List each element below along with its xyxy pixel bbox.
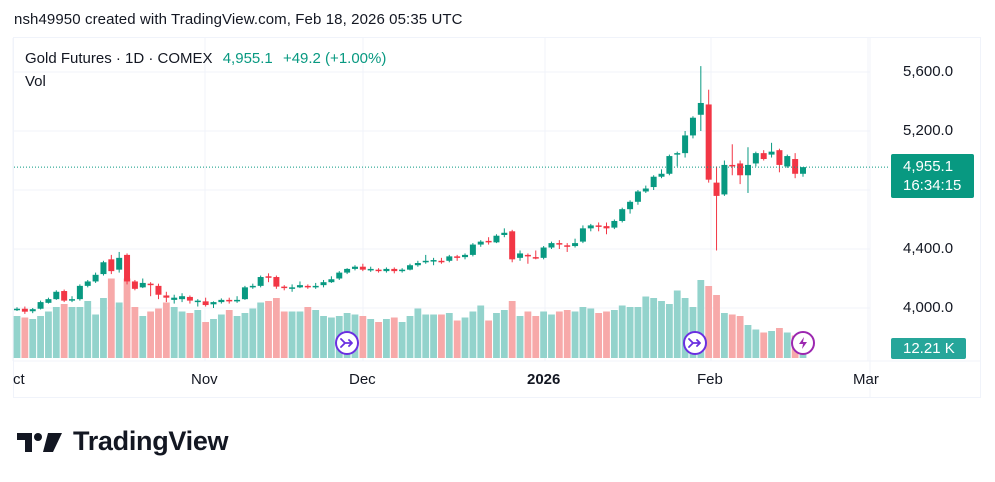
tradingview-logo[interactable]: TradingView	[17, 426, 229, 457]
last-price: 4,955.1	[222, 50, 273, 67]
merge-arrow-icon	[688, 338, 701, 348]
split-event-marker[interactable]	[335, 331, 359, 355]
merge-arrow-icon	[340, 338, 353, 348]
bar-countdown: 16:34:15	[903, 177, 962, 194]
volume-legend[interactable]: Vol	[25, 73, 46, 90]
tradingview-logo-icon	[17, 432, 62, 452]
x-tick-feb: Feb	[697, 371, 723, 388]
symbol-title: Gold Futures · 1D · COMEX	[25, 50, 213, 67]
split-event-marker-2[interactable]	[683, 331, 707, 355]
current-price-tag: 4,955.1 16:34:15	[891, 154, 974, 198]
chart-credit: nsh49950 created with TradingView.com, F…	[14, 11, 463, 28]
x-tick-dec: Dec	[349, 371, 376, 388]
y-tick-5200: 5,200.0	[903, 122, 954, 139]
y-tick-4400: 4,400.0	[903, 240, 954, 257]
symbol-legend[interactable]: Gold Futures · 1D · COMEX 4,955.1 +49.2 …	[25, 50, 386, 67]
x-tick-nov: Nov	[191, 371, 218, 388]
lightning-icon	[799, 337, 807, 349]
x-tick-oct: ct	[13, 371, 25, 388]
price-change: +49.2 (+1.00%)	[282, 50, 387, 67]
current-volume-tag: 12.21 K	[891, 338, 966, 359]
tradingview-logo-text: TradingView	[73, 426, 229, 456]
y-tick-4000: 4,000.0	[903, 299, 954, 316]
current-price-value: 4,955.1	[903, 158, 954, 175]
x-tick-2026: 2026	[527, 371, 561, 388]
y-tick-5600: 5,600.0	[903, 63, 954, 80]
event-marker-flash[interactable]	[791, 331, 815, 355]
x-tick-mar: Mar	[853, 371, 879, 388]
